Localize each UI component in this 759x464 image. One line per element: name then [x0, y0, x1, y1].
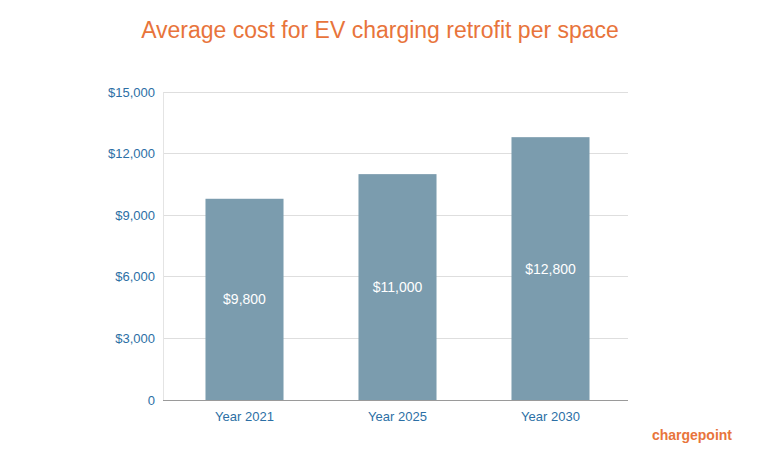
bar — [511, 137, 589, 400]
data-label: $11,000 — [373, 279, 423, 295]
y-tick: $3,000 — [115, 331, 163, 346]
y-tick-label: $15,000 — [108, 85, 155, 100]
y-tick: $12,000 — [108, 146, 163, 161]
title: Average cost for EV charging retrofit pe… — [141, 17, 619, 43]
x-axis: Year 2021 Year 2025 Year 2030 — [163, 400, 628, 424]
y-tick-label: $9,000 — [115, 208, 155, 223]
x-tick: Year 2021 — [215, 400, 274, 424]
y-tick: 0 — [148, 393, 163, 408]
y-axis-line — [163, 93, 164, 401]
grid-line — [163, 92, 628, 93]
y-tick: $9,000 — [115, 208, 163, 223]
logo-text: chargepoint — [652, 427, 732, 443]
y-tick: $15,000 — [108, 85, 163, 100]
y-axis: 0 $3,000 $6,000 $9,000 $12,000 $15,000 — [108, 85, 164, 408]
y-tick: $6,000 — [115, 269, 163, 284]
data-label: $9,800 — [223, 291, 266, 307]
x-tick: Year 2030 — [521, 400, 580, 424]
x-axis-line — [163, 400, 628, 401]
bar — [358, 174, 436, 400]
x-tick: Year 2025 — [368, 400, 427, 424]
x-tick-label: Year 2030 — [521, 409, 580, 424]
x-tick-label: Year 2021 — [215, 409, 274, 424]
data-labels: $9,800 $11,000 $12,800 — [223, 261, 576, 308]
x-tick-label: Year 2025 — [368, 409, 427, 424]
bar — [205, 199, 283, 400]
y-tick-label: $3,000 — [115, 331, 155, 346]
y-tick-label: $6,000 — [115, 269, 155, 284]
data-label: $12,800 — [525, 261, 576, 277]
chart: Average cost for EV charging retrofit pe… — [0, 0, 759, 464]
y-tick-label: $12,000 — [108, 146, 155, 161]
grid — [163, 92, 628, 400]
bars — [205, 137, 589, 400]
y-tick-label: 0 — [148, 393, 155, 408]
